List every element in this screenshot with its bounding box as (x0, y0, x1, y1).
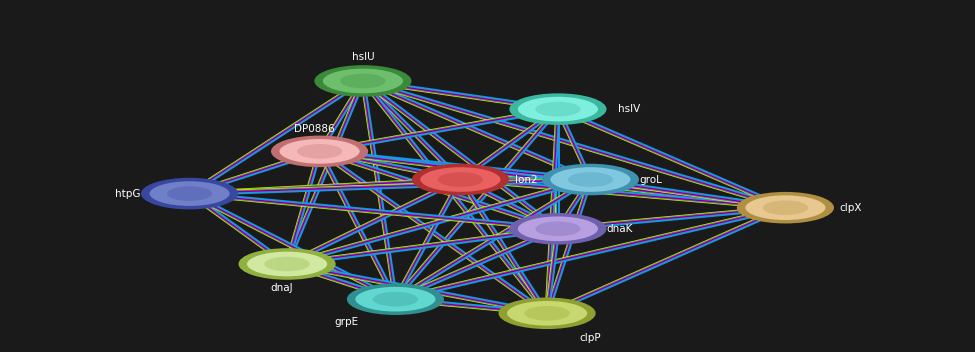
Circle shape (271, 136, 369, 167)
Circle shape (411, 164, 509, 195)
Circle shape (322, 68, 404, 94)
Text: dnaJ: dnaJ (270, 283, 292, 293)
Circle shape (438, 172, 483, 187)
Circle shape (148, 180, 231, 207)
Circle shape (297, 144, 342, 159)
Circle shape (246, 251, 329, 277)
Circle shape (737, 192, 834, 224)
Circle shape (517, 96, 599, 122)
Circle shape (314, 65, 411, 97)
Circle shape (347, 283, 444, 315)
Circle shape (340, 74, 385, 88)
Circle shape (264, 257, 310, 271)
Text: clpX: clpX (839, 203, 862, 213)
Circle shape (542, 164, 639, 195)
Circle shape (279, 138, 361, 165)
Text: lon2: lon2 (515, 175, 537, 184)
Circle shape (567, 172, 613, 187)
Text: DP0886: DP0886 (293, 124, 334, 134)
Circle shape (509, 213, 606, 245)
Circle shape (744, 194, 827, 221)
Circle shape (506, 300, 588, 327)
Circle shape (141, 178, 238, 209)
Text: dnaK: dnaK (606, 224, 633, 234)
Text: grpE: grpE (334, 317, 359, 327)
Circle shape (498, 297, 596, 329)
Circle shape (419, 166, 501, 193)
Text: hslV: hslV (617, 104, 640, 114)
Circle shape (762, 200, 808, 215)
Circle shape (509, 93, 606, 125)
Text: htpG: htpG (115, 189, 140, 199)
Circle shape (535, 102, 580, 117)
Circle shape (549, 166, 632, 193)
Text: hslU: hslU (352, 52, 374, 62)
Circle shape (535, 221, 580, 236)
Text: clpP: clpP (579, 333, 602, 342)
Circle shape (372, 292, 418, 307)
Circle shape (239, 248, 335, 280)
Circle shape (354, 286, 437, 313)
Circle shape (525, 306, 569, 321)
Circle shape (167, 186, 213, 201)
Text: groL: groL (640, 175, 662, 184)
Circle shape (517, 215, 599, 242)
